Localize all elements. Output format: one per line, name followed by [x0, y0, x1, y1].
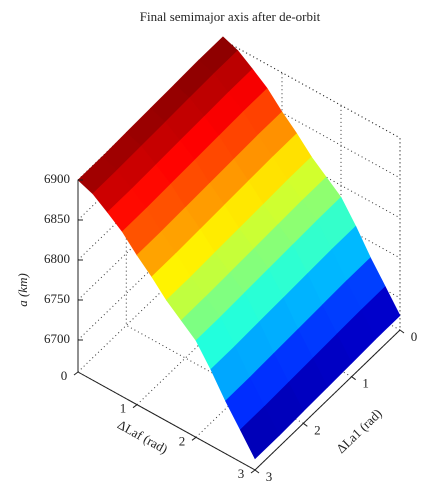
x-tick-label: 2: [179, 433, 186, 448]
chart-title: Final semimajor axis after de-orbit: [140, 9, 321, 24]
y-tick-label: 3: [266, 469, 273, 484]
tick-mark: [191, 436, 197, 441]
y-axis-label: ΔLa1 (rad): [333, 406, 384, 456]
y-axis: [254, 329, 401, 471]
tick-mark: [303, 422, 308, 427]
tick-mark: [132, 404, 138, 409]
grid-line: [77, 79, 401, 221]
y-tick-label: 1: [362, 376, 369, 391]
x-tick-label: 3: [238, 466, 245, 481]
tick-mark: [254, 469, 260, 474]
tick-mark: [73, 371, 79, 376]
y-tick-label: 0: [411, 329, 418, 344]
y-tick-label: 2: [314, 422, 321, 437]
tick-mark: [351, 376, 356, 381]
z-axis-label: a (km): [15, 273, 30, 307]
grid-line: [77, 119, 401, 261]
tick-mark: [399, 329, 405, 334]
x-tick-label: 1: [120, 401, 127, 416]
x-axis: [77, 371, 256, 471]
x-axis-label: ΔLaf (rad): [115, 417, 170, 457]
z-tick-label: 6900: [44, 171, 70, 186]
tick-mark: [250, 469, 256, 474]
x-tick-label: 0: [61, 368, 68, 383]
z-tick-label: 6800: [44, 251, 70, 266]
z-tick-label: 6750: [44, 291, 70, 306]
surface-patch: [239, 406, 280, 460]
z-tick-label: 6850: [44, 211, 70, 226]
z-tick-label: 6700: [44, 331, 70, 346]
